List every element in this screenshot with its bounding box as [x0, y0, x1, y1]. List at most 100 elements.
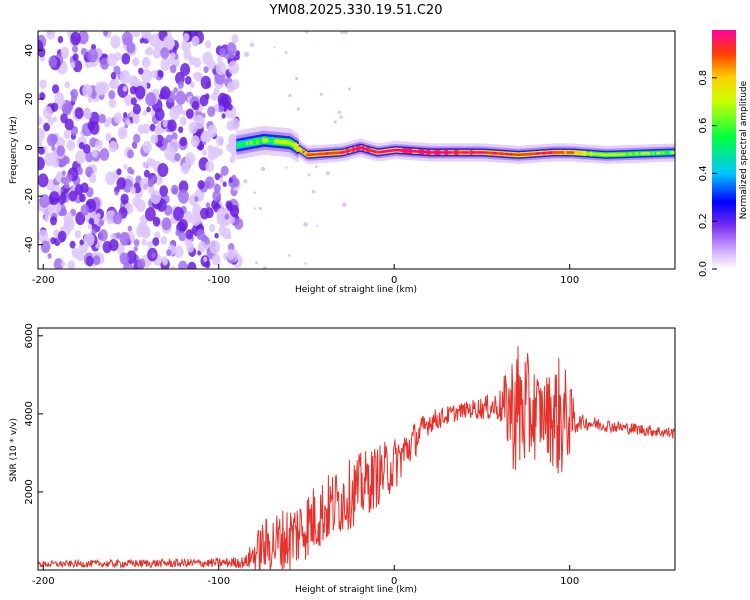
noise-speckle	[185, 152, 195, 165]
noise-speckle	[180, 63, 190, 76]
noise-speckle	[132, 114, 140, 124]
colorbar-label: Normalized spectral amplitude	[739, 80, 749, 219]
noise-speckle	[243, 179, 247, 183]
noise-speckle	[99, 148, 109, 161]
colorbar-tick-label: 0.6	[698, 118, 709, 134]
noise-speckle	[149, 159, 156, 168]
y-tick-label: 4000	[24, 401, 35, 426]
noise-speckle	[221, 166, 229, 176]
noise-speckle	[178, 261, 187, 273]
noise-speckle	[127, 167, 133, 174]
noise-speckle	[64, 81, 70, 88]
noise-speckle	[308, 173, 311, 176]
noise-speckle	[342, 202, 347, 207]
noise-speckle	[135, 86, 145, 99]
noise-speckle	[201, 76, 211, 89]
noise-speckle	[126, 42, 135, 53]
figure: YM08.2025.330.19.51.C20 -200 -100 0 100 -40…	[0, 0, 750, 600]
spectrogram-x-label: Height of straight line (km)	[295, 285, 417, 295]
noise-speckle	[66, 140, 75, 151]
snr-plot: -200 -100 0 100 200040006000 Height of stra…	[9, 323, 675, 595]
noise-speckle	[186, 109, 194, 119]
noise-speckle	[109, 98, 116, 108]
y-tick-label: -20	[24, 188, 35, 204]
noise-speckle	[47, 117, 53, 125]
noise-speckle	[166, 249, 171, 256]
x-tick-label: -200	[32, 275, 55, 286]
noise-speckle	[58, 231, 67, 242]
noise-speckle	[185, 229, 193, 239]
noise-speckle	[81, 183, 89, 194]
noise-speckle	[132, 142, 137, 149]
noise-speckle	[180, 116, 187, 125]
noise-speckle	[134, 239, 140, 246]
noise-speckle	[175, 91, 186, 105]
noise-speckle	[146, 107, 151, 113]
noise-speckle	[51, 103, 58, 112]
noise-speckle	[70, 62, 75, 68]
noise-speckle	[72, 45, 78, 53]
noise-speckle	[140, 178, 149, 190]
noise-speckle	[191, 36, 199, 47]
noise-speckle	[136, 199, 146, 212]
noise-speckle	[155, 108, 165, 121]
noise-speckle	[154, 128, 158, 133]
noise-speckle	[205, 93, 210, 99]
noise-speckle	[111, 72, 117, 79]
noise-speckle	[95, 82, 105, 95]
noise-speckle	[189, 56, 196, 65]
noise-speckle	[174, 246, 183, 258]
noise-speckle	[183, 33, 190, 42]
noise-speckle	[162, 217, 172, 230]
noise-speckle	[107, 53, 117, 66]
noise-speckle	[178, 231, 186, 241]
noise-speckle	[70, 91, 74, 96]
noise-speckle	[142, 57, 151, 68]
noise-speckle	[288, 94, 291, 97]
x-tick-label: -100	[207, 275, 230, 286]
noise-speckle	[315, 165, 318, 168]
noise-speckle	[218, 226, 226, 236]
noise-speckle	[208, 151, 216, 161]
noise-speckle	[163, 36, 172, 48]
noise-speckle	[219, 177, 223, 183]
noise-speckle	[123, 164, 127, 169]
noise-speckle	[35, 157, 45, 171]
noise-speckle	[79, 239, 84, 245]
noise-speckle	[127, 150, 134, 159]
noise-speckle	[108, 90, 115, 99]
noise-speckle	[93, 255, 101, 265]
noise-speckle	[49, 191, 60, 205]
noise-speckle	[166, 135, 172, 143]
noise-speckle	[84, 233, 95, 247]
noise-speckle	[148, 180, 153, 187]
noise-speckle	[187, 262, 196, 274]
noise-speckle	[161, 236, 168, 245]
noise-speckle	[173, 207, 184, 221]
noise-speckle	[88, 121, 96, 131]
x-tick-label: 100	[560, 275, 579, 286]
noise-speckle	[109, 80, 115, 88]
noise-speckle	[304, 262, 307, 265]
noise-speckle	[134, 246, 138, 252]
noise-speckle	[211, 92, 218, 100]
y-tick-label: 6000	[24, 323, 35, 348]
noise-speckle	[170, 52, 176, 60]
noise-speckle	[223, 182, 227, 187]
noise-speckle	[212, 190, 221, 201]
noise-speckle	[99, 220, 104, 227]
noise-speckle	[274, 46, 276, 48]
noise-speckle	[193, 73, 197, 79]
noise-speckle	[253, 191, 256, 194]
noise-speckle	[190, 212, 201, 226]
noise-speckle	[340, 115, 343, 118]
noise-speckle	[185, 76, 192, 85]
noise-speckle	[81, 48, 87, 56]
noise-speckle	[216, 136, 224, 147]
colorbar-tick-label: 0.0	[698, 261, 709, 277]
noise-speckle	[171, 185, 179, 195]
noise-speckle	[178, 219, 188, 232]
noise-speckle	[217, 215, 224, 224]
noise-speckle	[138, 68, 143, 75]
noise-speckle	[147, 241, 153, 249]
